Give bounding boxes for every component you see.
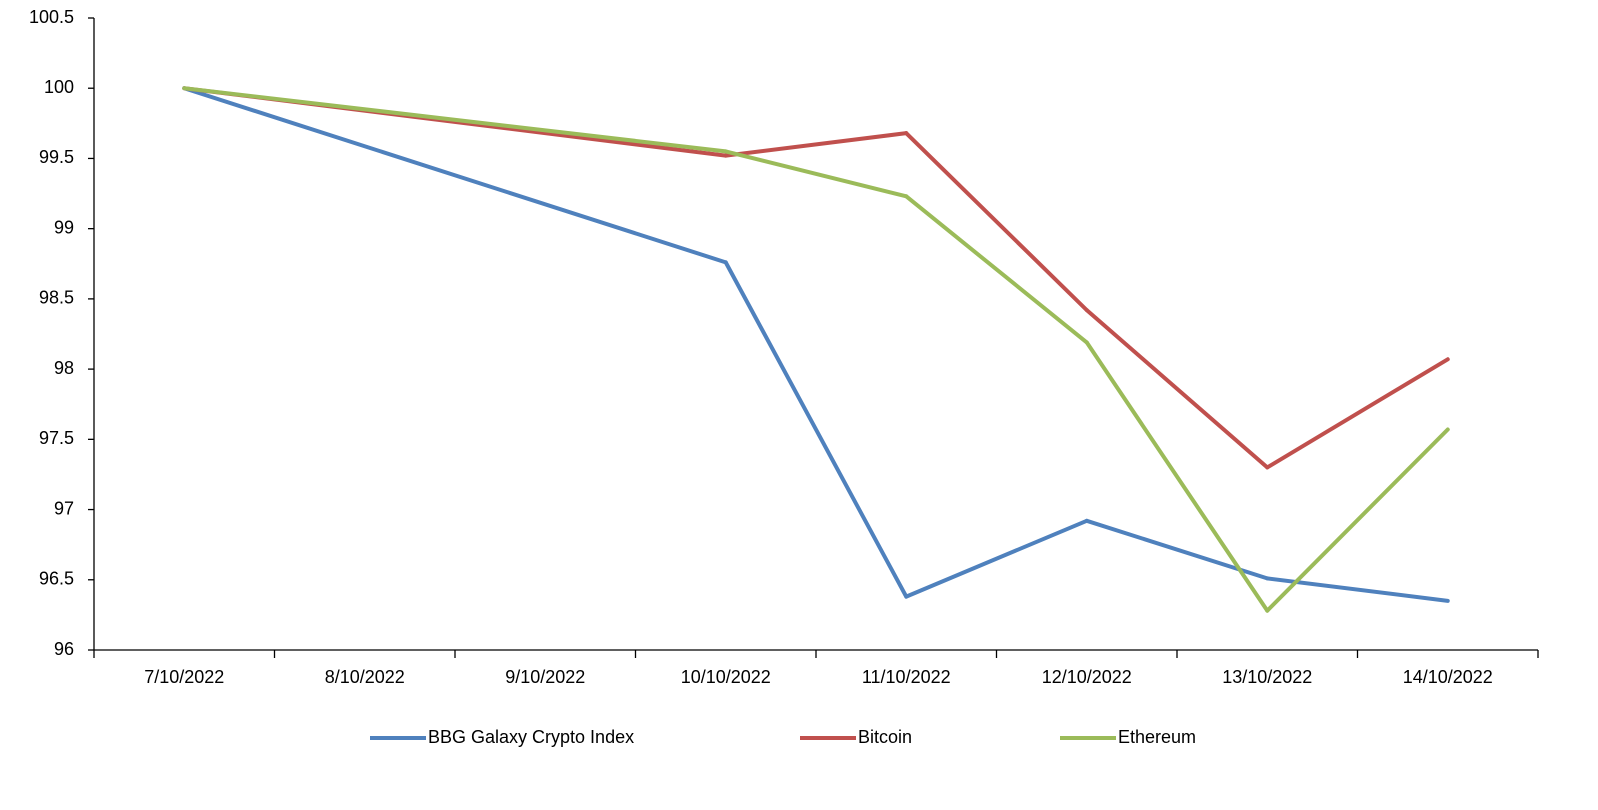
x-tick-label: 13/10/2022 xyxy=(1222,667,1312,687)
y-tick-label: 100 xyxy=(44,77,74,97)
x-tick-label: 8/10/2022 xyxy=(325,667,405,687)
x-tick-label: 9/10/2022 xyxy=(505,667,585,687)
x-tick-label: 12/10/2022 xyxy=(1042,667,1132,687)
line-segment xyxy=(904,194,1089,345)
line-segment xyxy=(904,131,1089,313)
line-segment xyxy=(723,149,909,199)
line-segment xyxy=(1084,340,1270,613)
line-segment xyxy=(1265,427,1450,613)
legend-label: Bitcoin xyxy=(858,727,912,747)
y-tick-label: 97 xyxy=(54,498,74,518)
line-segment xyxy=(1265,357,1450,470)
line-segment xyxy=(723,131,909,158)
y-tick-label: 97.5 xyxy=(39,428,74,448)
y-tick-label: 99.5 xyxy=(39,147,74,167)
line-segment xyxy=(182,86,728,265)
x-tick-label: 7/10/2022 xyxy=(144,667,224,687)
y-tick-label: 98 xyxy=(54,358,74,378)
legend-label: BBG Galaxy Crypto Index xyxy=(428,727,634,747)
y-tick-label: 99 xyxy=(54,217,74,237)
line-segment xyxy=(723,260,909,599)
y-tick-label: 100.5 xyxy=(29,7,74,27)
y-tick-label: 98.5 xyxy=(39,288,74,308)
line-segment xyxy=(182,86,728,154)
x-tick-label: 14/10/2022 xyxy=(1403,667,1493,687)
legend-label: Ethereum xyxy=(1118,727,1196,747)
x-tick-label: 11/10/2022 xyxy=(862,667,951,687)
x-tick-label: 10/10/2022 xyxy=(681,667,771,687)
y-tick-label: 96.5 xyxy=(39,569,74,589)
y-tick-label: 96 xyxy=(54,639,74,659)
line-segment xyxy=(904,518,1089,599)
line-segment xyxy=(1084,308,1270,470)
